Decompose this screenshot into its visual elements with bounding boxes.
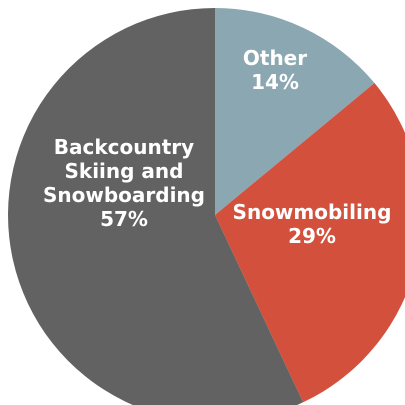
slice-label-2: Backcountry Skiing and Snowboarding 57% xyxy=(43,135,205,231)
slice-category-label: Snowboarding xyxy=(43,183,205,207)
pie-slice-1 xyxy=(215,83,405,403)
slice-label-1: Snowmobiling 29% xyxy=(233,200,392,248)
slices-layer xyxy=(8,8,405,405)
slice-category-label: Backcountry xyxy=(54,135,194,159)
slice-category-label: Skiing and xyxy=(65,159,184,183)
slice-value-label: 14% xyxy=(251,70,299,94)
slice-value-label: 29% xyxy=(288,224,336,248)
labels-layer: Other 14% Snowmobiling 29% Backcountry Skiing… xyxy=(43,46,391,248)
slice-category-label: Other xyxy=(243,46,307,70)
pie-slice-0 xyxy=(215,8,375,215)
slice-category-label: Snowmobiling xyxy=(233,200,392,224)
slice-label-0: Other 14% xyxy=(243,46,307,94)
slice-value-label: 57% xyxy=(100,207,148,231)
pie-slice-2 xyxy=(8,8,304,405)
